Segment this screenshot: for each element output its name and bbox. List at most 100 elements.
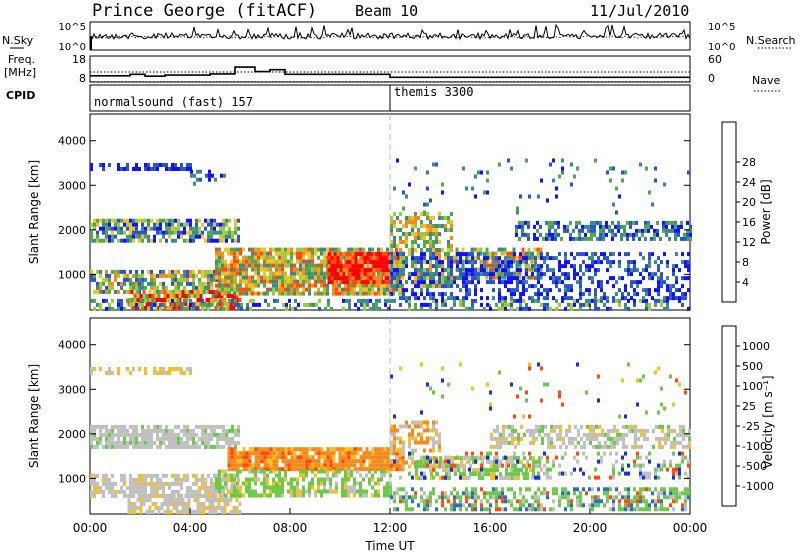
heatmap-cell xyxy=(588,256,591,260)
heatmap-cell xyxy=(315,303,318,307)
heatmap-cell xyxy=(651,499,654,503)
heatmap-cell xyxy=(629,221,632,225)
heatmap-cell xyxy=(577,429,580,433)
heatmap-cell xyxy=(281,478,284,482)
heatmap-cell xyxy=(314,252,317,256)
heatmap-cell xyxy=(165,227,168,231)
heatmap-cell xyxy=(471,256,474,260)
heatmap-cell xyxy=(129,486,132,490)
heatmap-cell xyxy=(197,290,200,294)
heatmap-cell xyxy=(135,270,138,274)
heatmap-cell xyxy=(547,437,550,441)
heatmap-cell xyxy=(582,272,585,276)
heatmap-cell xyxy=(105,286,108,290)
heatmap-cell xyxy=(99,227,102,231)
heatmap-cell xyxy=(96,441,99,445)
heatmap-cell xyxy=(357,459,360,463)
heatmap-cell xyxy=(432,292,435,296)
heatmap-cell xyxy=(236,470,239,474)
heatmap-cell xyxy=(408,276,411,280)
heatmap-cell xyxy=(282,459,285,463)
heatmap-cell xyxy=(376,268,379,272)
heatmap-cell xyxy=(317,256,320,260)
heatmap-cell xyxy=(499,445,502,449)
heatmap-cell xyxy=(230,260,233,264)
heatmap-cell xyxy=(123,494,126,498)
heatmap-cell xyxy=(561,487,564,491)
heatmap-cell xyxy=(358,268,361,272)
heatmap-cell xyxy=(429,256,432,260)
heatmap-cell xyxy=(180,303,183,307)
heatmap-cell xyxy=(381,459,384,463)
heatmap-cell xyxy=(360,459,363,463)
heatmap-cell xyxy=(435,260,438,264)
heatmap-cell xyxy=(293,268,296,272)
heatmap-cell xyxy=(373,280,376,284)
heatmap-cell xyxy=(603,303,606,307)
heatmap-cell xyxy=(474,299,477,303)
heatmap-cell xyxy=(225,231,228,235)
heatmap-cell xyxy=(361,280,364,284)
heatmap-cell xyxy=(281,490,284,494)
heatmap-cell xyxy=(209,506,212,510)
heatmap-cell xyxy=(477,280,480,284)
heatmap-cell xyxy=(198,445,201,449)
heatmap-cell xyxy=(278,486,281,490)
heatmap-cell xyxy=(379,268,382,272)
heatmap-cell xyxy=(245,486,248,490)
heatmap-cell xyxy=(585,491,588,495)
heatmap-cell xyxy=(582,503,585,507)
heatmap-cell xyxy=(341,478,344,482)
heatmap-cell xyxy=(120,478,123,482)
heatmap-cell xyxy=(399,476,402,480)
heatmap-cell xyxy=(587,237,590,241)
heatmap-cell xyxy=(343,252,346,256)
heatmap-cell xyxy=(210,282,213,286)
heatmap-cell xyxy=(120,307,123,311)
heatmap-cell xyxy=(682,445,685,449)
heatmap-cell xyxy=(528,487,531,491)
heatmap-cell xyxy=(501,499,504,503)
heatmap-cell xyxy=(660,280,663,284)
heatmap-cell xyxy=(144,235,147,239)
heatmap-cell xyxy=(239,284,242,288)
heatmap-cell xyxy=(305,260,308,264)
heatmap-cell xyxy=(140,506,143,510)
heatmap-cell xyxy=(531,272,534,276)
heatmap-cell xyxy=(399,248,402,252)
heatmap-cell xyxy=(195,235,198,239)
heatmap-cell xyxy=(182,290,185,294)
heatmap-cell xyxy=(168,437,171,441)
heatmap-cell xyxy=(558,503,561,507)
heatmap-cell xyxy=(683,233,686,237)
heatmap-cell xyxy=(516,260,519,264)
heatmap-cell xyxy=(360,463,363,467)
heatmap-cell xyxy=(490,445,493,449)
heatmap-cell xyxy=(429,307,432,311)
heatmap-cell xyxy=(552,491,555,495)
heatmap-cell xyxy=(171,223,174,227)
heatmap-cell xyxy=(447,240,450,244)
heatmap-cell xyxy=(613,429,616,433)
heatmap-cell xyxy=(210,299,213,303)
heatmap-cell xyxy=(311,470,314,474)
heatmap-cell xyxy=(444,292,447,296)
heatmap-cell xyxy=(515,229,518,233)
heatmap-cell xyxy=(90,437,93,441)
heatmap-cell xyxy=(508,433,511,437)
heatmap-cell xyxy=(382,272,385,276)
heatmap-cell xyxy=(411,264,414,268)
heatmap-cell xyxy=(607,429,610,433)
heatmap-cell xyxy=(340,252,343,256)
heatmap-cell xyxy=(96,231,99,235)
heatmap-cell xyxy=(495,264,498,268)
heatmap-cell xyxy=(102,299,105,303)
heatmap-cell xyxy=(441,303,444,307)
heatmap-cell xyxy=(158,294,161,298)
heatmap-cell xyxy=(309,303,312,307)
heatmap-cell xyxy=(246,463,249,467)
heatmap-cell xyxy=(647,221,650,225)
heatmap-cell xyxy=(618,491,621,495)
heatmap-cell xyxy=(408,248,411,252)
heatmap-cell xyxy=(337,260,340,264)
